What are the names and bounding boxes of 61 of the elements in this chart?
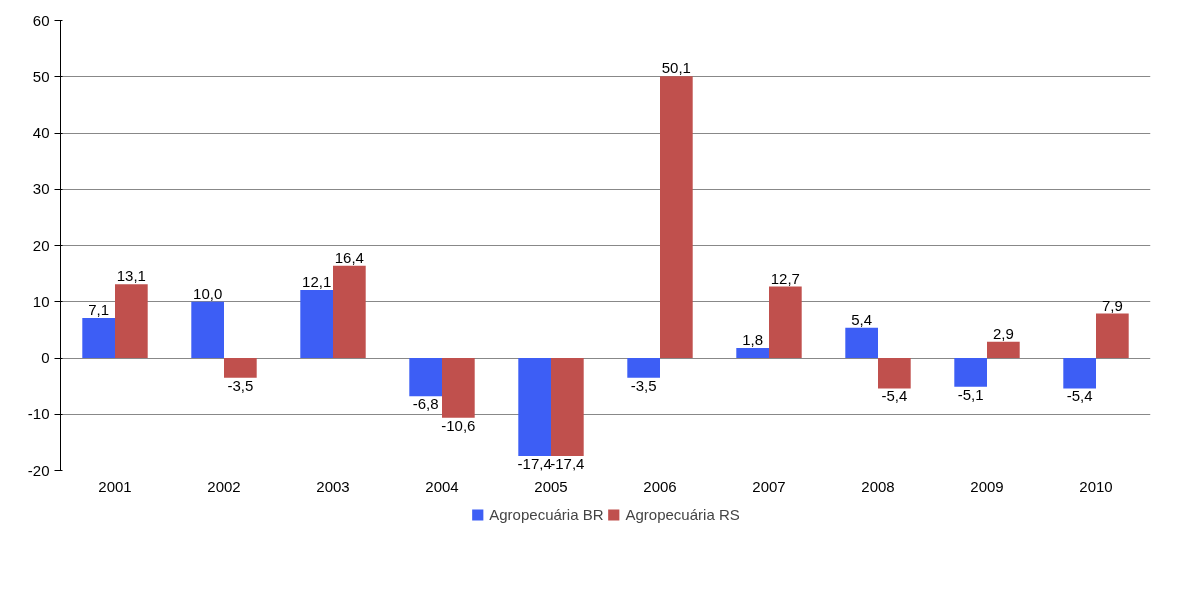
- data-label: -10,6: [441, 416, 476, 434]
- x-tick-label: 2009: [970, 477, 1004, 495]
- bar: [518, 358, 551, 456]
- bar: [115, 284, 148, 358]
- x-tick-label: 2005: [534, 477, 568, 495]
- bar: [660, 76, 693, 358]
- bar: [1063, 358, 1096, 389]
- x-tick-label: 2001: [98, 477, 132, 495]
- data-label: 7,1: [88, 301, 110, 319]
- data-label: -3,5: [227, 376, 254, 394]
- y-tick-label: 40: [32, 124, 50, 141]
- data-label: -5,4: [881, 387, 908, 405]
- y-tick-label: 0: [41, 349, 50, 366]
- legend-label: Agropecuária RS: [625, 505, 740, 523]
- data-label: -3,5: [630, 376, 657, 394]
- bar: [845, 327, 878, 358]
- bar: [82, 318, 115, 358]
- data-label: 16,4: [334, 248, 364, 266]
- y-tick-label: -20: [27, 461, 50, 479]
- data-label: -17,4: [550, 454, 585, 472]
- bar: [300, 289, 333, 358]
- data-label: 50,1: [661, 59, 691, 77]
- x-tick-label: 2006: [643, 477, 677, 495]
- x-tick-label: 2002: [207, 477, 241, 495]
- x-tick-label: 2007: [752, 477, 786, 495]
- x-tick-label: 2010: [1079, 477, 1113, 495]
- data-label: -6,8: [412, 395, 439, 413]
- legend-label: Agropecuária BR: [489, 505, 604, 523]
- bar: [769, 286, 802, 358]
- data-label: 5,4: [851, 310, 873, 328]
- x-tick-label: 2004: [425, 477, 459, 495]
- data-label: 7,9: [1101, 296, 1123, 314]
- data-label: 2,9: [992, 324, 1014, 342]
- bar: [224, 358, 257, 378]
- data-label: 10,0: [193, 284, 223, 302]
- y-tick-label: 10: [32, 292, 50, 310]
- y-tick-label: 20: [32, 236, 50, 254]
- data-label: 13,1: [116, 267, 146, 285]
- y-tick-label: 60: [32, 11, 50, 29]
- bar: [333, 265, 366, 358]
- y-tick-label: 30: [32, 180, 50, 198]
- bar: [736, 347, 769, 358]
- data-label: 12,7: [770, 269, 800, 287]
- bar: [954, 358, 987, 387]
- bar: [627, 358, 660, 378]
- bar: [191, 301, 224, 358]
- data-label: 12,1: [302, 272, 332, 290]
- x-tick-label: 2008: [861, 477, 895, 495]
- data-label: 1,8: [742, 330, 764, 348]
- data-label: -5,1: [957, 385, 984, 403]
- bar: [409, 358, 442, 397]
- bar: [1096, 313, 1129, 358]
- bar: [551, 358, 584, 456]
- data-label: -5,4: [1066, 387, 1093, 405]
- data-label: -17,4: [517, 454, 552, 472]
- bar: [987, 341, 1020, 358]
- y-tick-label: 50: [32, 67, 50, 85]
- bar: [878, 358, 911, 389]
- x-tick-label: 2003: [316, 477, 350, 495]
- y-tick-label: -10: [27, 405, 50, 423]
- bar: [442, 358, 475, 418]
